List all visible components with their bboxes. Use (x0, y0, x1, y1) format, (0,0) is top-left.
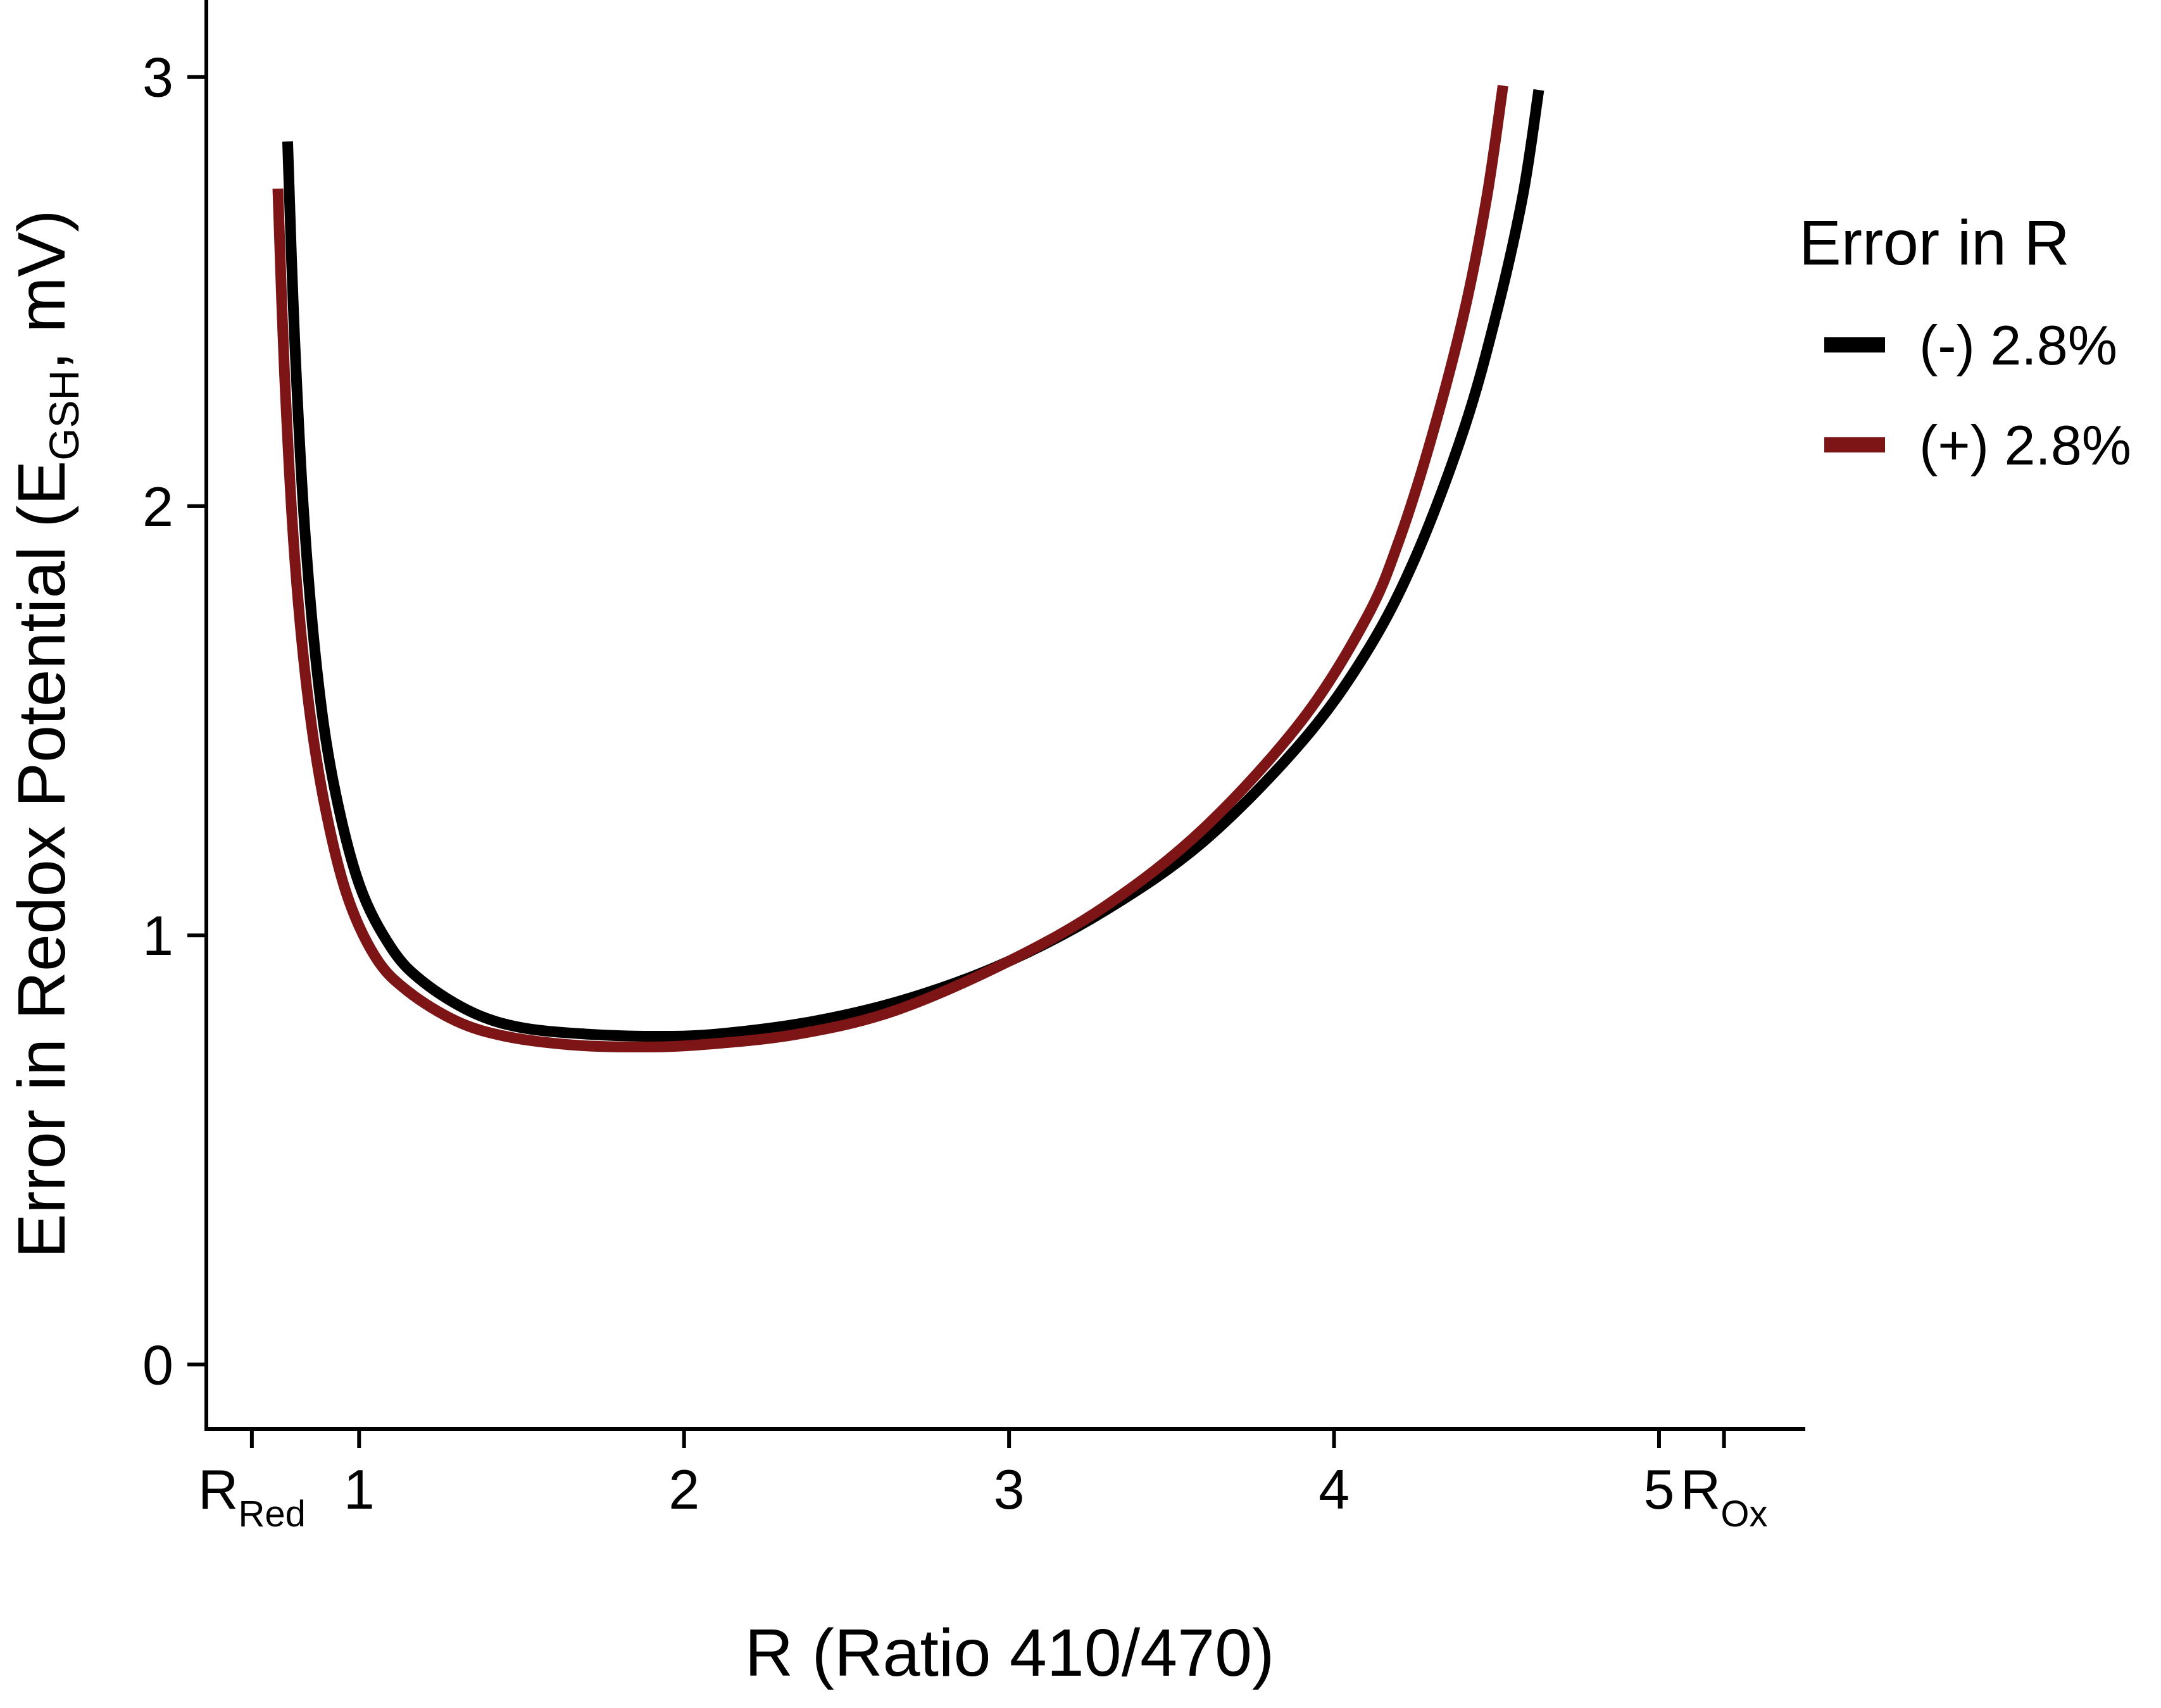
x-tick-label-sub-0: Red (238, 1493, 305, 1535)
x-tick-label-sub-6: Ox (1720, 1493, 1767, 1535)
x-tick-label-5: 5 (1643, 1458, 1674, 1521)
y-tick-label-3: 3 (142, 46, 173, 109)
legend: Error in R (-) 2.8% (+) 2.8% (1799, 208, 2131, 477)
y-axis-title-suffix: , mV) (4, 209, 79, 370)
y-tick-label-1: 1 (142, 904, 173, 967)
y-axis-title-subscript: GSH (41, 370, 87, 461)
x-tick-label-main-5: 5 (1643, 1458, 1674, 1521)
x-tick-label-6: ROx (1681, 1458, 1768, 1535)
y-axis-title: Error in Redox Potential (EGSH, mV) (4, 209, 87, 1258)
legend-label-0: (-) 2.8% (1919, 314, 2117, 377)
series-line-0 (282, 89, 1544, 1042)
x-tick-label-1: 1 (344, 1458, 375, 1521)
x-tick-label-main-0: R (198, 1458, 239, 1521)
series-layer (272, 85, 1544, 1052)
x-tick-label-main-4: 4 (1319, 1458, 1350, 1521)
legend-title: Error in R (1799, 208, 2070, 278)
x-tick-label-main-3: 3 (994, 1458, 1025, 1521)
x-tick-label-main-2: 2 (668, 1458, 699, 1521)
x-tick-label-3: 3 (994, 1458, 1025, 1521)
x-tick-label-4: 4 (1319, 1458, 1350, 1521)
y-tick-label-0: 0 (142, 1333, 173, 1396)
x-tick-label-2: 2 (668, 1458, 699, 1521)
x-tick-label-0: RRed (198, 1458, 306, 1535)
x-tick-label-main-6: R (1681, 1458, 1721, 1521)
y-tick-label-2: 2 (142, 475, 173, 538)
series-line-1 (272, 85, 1508, 1052)
legend-items: (-) 2.8% (+) 2.8% (1824, 314, 2131, 477)
y-axis-title-prefix: Error in Redox Potential (E (4, 461, 79, 1259)
x-tick-label-main-1: 1 (344, 1458, 375, 1521)
x-axis-title: R (Ratio 410/470) (745, 1616, 1275, 1690)
legend-label-1: (+) 2.8% (1919, 414, 2131, 477)
